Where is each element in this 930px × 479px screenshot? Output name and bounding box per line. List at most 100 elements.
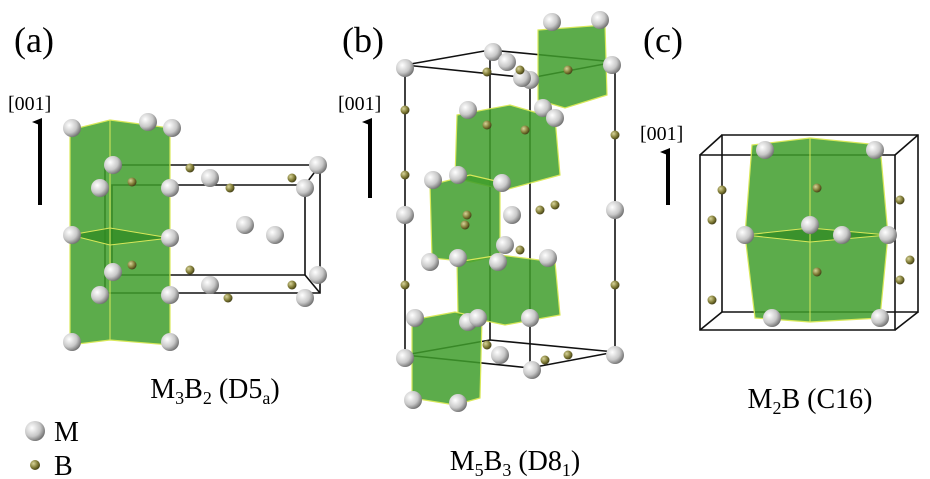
metal-atom (756, 141, 774, 159)
metal-atom (469, 309, 487, 327)
metal-atom (523, 361, 541, 379)
formula-subscript: 1 (562, 460, 571, 479)
metal-atom (591, 11, 609, 29)
metal-atom (493, 174, 511, 192)
formula: M3B2 (D5a) (150, 374, 279, 408)
metal-atom (91, 179, 109, 197)
boron-atom (896, 196, 905, 205)
metal-atom (491, 346, 509, 364)
metal-atom (406, 309, 424, 327)
metal-atom (736, 226, 754, 244)
formula-text: ) (571, 446, 580, 477)
formula-subscript: a (262, 388, 270, 408)
axis-label: [001] (338, 93, 381, 115)
metal-atom (543, 13, 561, 31)
panel-letter: (a) (14, 20, 54, 60)
formula: M2B (C16) (748, 384, 873, 418)
metal-atom (489, 253, 507, 271)
panel-letter: (b) (342, 20, 384, 60)
formula-text: M (748, 384, 773, 415)
metal-atom (449, 166, 467, 184)
metal-atom (879, 226, 897, 244)
formula-subscript: 2 (203, 388, 212, 408)
figure: (a) (b) (c) [001] [001] [001] M3B2 (D5a)… (0, 0, 930, 479)
boron-atom (483, 341, 492, 350)
metal-atom (161, 179, 179, 197)
metal-atom (139, 113, 157, 131)
cell-edge (895, 135, 918, 155)
metal-atom (163, 119, 181, 137)
formula-subscript: 3 (502, 460, 511, 479)
formula-text: (D8 (511, 446, 562, 477)
boron-atom (541, 356, 550, 365)
boron-atom (906, 256, 915, 265)
formula-text: B (184, 374, 203, 405)
formula-text: B (C16) (781, 384, 872, 415)
metal-atom (521, 309, 539, 327)
metal-atom (161, 286, 179, 304)
metal-atom (449, 249, 467, 267)
formula-subscript: 5 (475, 460, 484, 479)
boron-atom (516, 66, 525, 75)
metal-atom (833, 226, 851, 244)
polyhedron (538, 25, 607, 108)
metal-atom (396, 206, 414, 224)
boron-atom (483, 68, 492, 77)
metal-atom (763, 309, 781, 327)
boron-atom (718, 186, 727, 195)
legend-label: M (54, 417, 79, 448)
cell-edge (700, 312, 722, 330)
metal-atom (104, 263, 122, 281)
formula-subscript: 2 (772, 398, 781, 418)
formula-subscript: 3 (175, 388, 184, 408)
metal-atom (309, 156, 327, 174)
metal-atom (201, 169, 219, 187)
boron-atom (288, 174, 297, 183)
legend-symbol-m (25, 421, 45, 441)
boron-atom (521, 126, 530, 135)
metal-atom (801, 216, 819, 234)
metal-atom (606, 346, 624, 364)
metal-atom (421, 253, 439, 271)
metal-atom (424, 171, 442, 189)
formula-text: ) (270, 374, 279, 405)
metal-atom (396, 349, 414, 367)
metal-atom (606, 201, 624, 219)
boron-atom (896, 276, 905, 285)
boron-atom (401, 281, 410, 290)
boron-atom (226, 184, 235, 193)
formula-text: (D5 (212, 374, 263, 405)
boron-atom (611, 281, 620, 290)
boron-atom (564, 351, 573, 360)
metal-atom (91, 286, 109, 304)
metal-atom (296, 179, 314, 197)
boron-atom (813, 268, 822, 277)
metal-atom (266, 226, 284, 244)
formula: M5B3 (D81) (450, 446, 580, 479)
formula-text: B (484, 446, 503, 477)
metal-atom (296, 289, 314, 307)
metal-atom (404, 391, 422, 409)
metal-atom (63, 333, 81, 351)
metal-atom (603, 56, 621, 74)
boron-atom (186, 266, 195, 275)
boron-atom (483, 121, 492, 130)
boron-atom (186, 164, 195, 173)
metal-atom (236, 216, 254, 234)
boron-atom (611, 131, 620, 140)
boron-atom (516, 246, 525, 255)
boron-atom (128, 261, 137, 270)
metal-atom (496, 236, 514, 254)
boron-atom (708, 296, 717, 305)
metal-atom (63, 226, 81, 244)
boron-atom (813, 184, 822, 193)
metal-atom (539, 249, 557, 267)
legend-label: B (54, 451, 73, 479)
metal-atom (161, 229, 179, 247)
metal-atom (546, 109, 564, 127)
metal-atom (161, 333, 179, 351)
metal-atom (498, 53, 516, 71)
legend-symbol-b (30, 460, 40, 470)
boron-atom (224, 294, 233, 303)
boron-atom (564, 66, 573, 75)
